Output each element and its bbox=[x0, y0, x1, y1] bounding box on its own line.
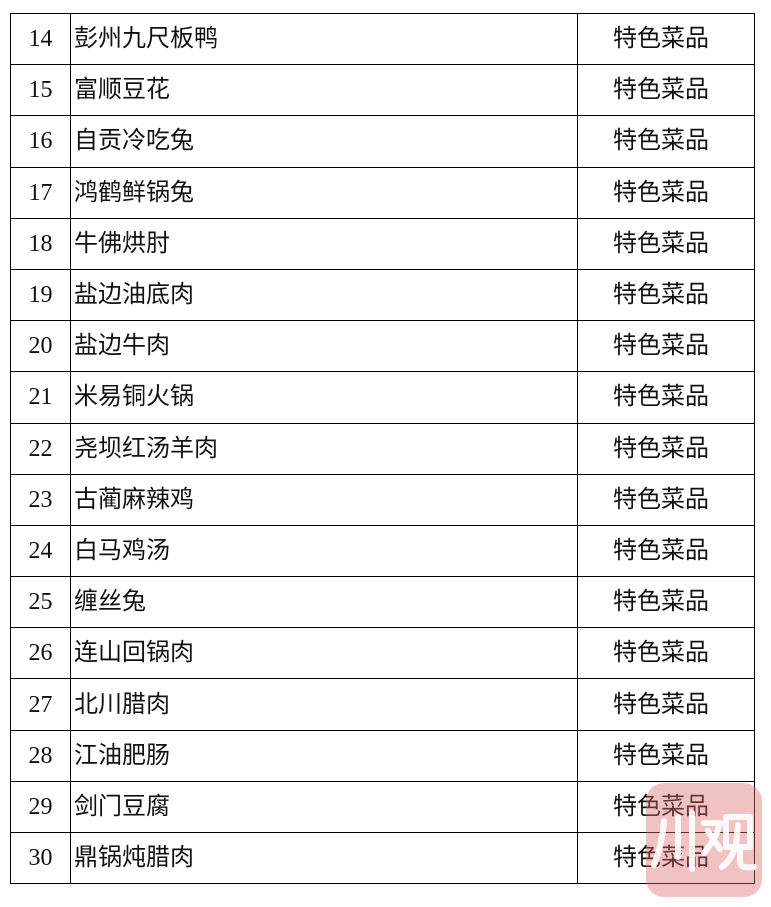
dish-name: 牛佛烘肘 bbox=[70, 217, 578, 270]
table-row: 30 鼎锅炖腊肉 特色菜品 bbox=[10, 831, 755, 885]
row-number: 28 bbox=[10, 729, 71, 782]
table-row: 25 缠丝兔 特色菜品 bbox=[10, 576, 755, 629]
dish-name: 盐边油底肉 bbox=[70, 268, 578, 322]
dish-name: 缠丝兔 bbox=[70, 576, 578, 629]
dish-category: 特色菜品 bbox=[577, 217, 755, 270]
dish-category: 特色菜品 bbox=[577, 12, 755, 66]
table-row: 28 江油肥肠 特色菜品 bbox=[10, 729, 755, 782]
dish-category: 特色菜品 bbox=[577, 166, 755, 219]
dish-table: 14 彭州九尺板鸭 特色菜品 15 富顺豆花 特色菜品 16 自贡冷吃兔 特色菜品 17 鸿鹤鲜锅兔… bbox=[10, 12, 755, 885]
dish-name: 鸿鹤鲜锅兔 bbox=[70, 166, 578, 219]
table-row: 26 连山回锅肉 特色菜品 bbox=[10, 627, 755, 680]
row-number: 21 bbox=[10, 371, 71, 424]
table-row: 21 米易铜火锅 特色菜品 bbox=[10, 371, 755, 424]
row-number: 23 bbox=[10, 473, 71, 526]
row-number: 16 bbox=[10, 115, 71, 168]
dish-category: 特色菜品 bbox=[577, 627, 755, 680]
dish-name: 鼎锅炖腊肉 bbox=[70, 831, 578, 885]
dish-name: 北川腊肉 bbox=[70, 678, 578, 731]
row-number: 17 bbox=[10, 166, 71, 219]
table-row: 14 彭州九尺板鸭 特色菜品 bbox=[10, 12, 755, 66]
dish-name: 盐边牛肉 bbox=[70, 320, 578, 373]
table-row: 24 白马鸡汤 特色菜品 bbox=[10, 524, 755, 578]
table-row: 16 自贡冷吃兔 特色菜品 bbox=[10, 115, 755, 168]
table-row: 19 盐边油底肉 特色菜品 bbox=[10, 268, 755, 322]
row-number: 19 bbox=[10, 268, 71, 322]
row-number: 24 bbox=[10, 524, 71, 578]
dish-name: 江油肥肠 bbox=[70, 729, 578, 782]
dish-name: 白马鸡汤 bbox=[70, 524, 578, 578]
dish-category: 特色菜品 bbox=[577, 320, 755, 373]
dish-category: 特色菜品 bbox=[577, 576, 755, 629]
dish-category: 特色菜品 bbox=[577, 780, 755, 834]
dish-category: 特色菜品 bbox=[577, 268, 755, 322]
row-number: 29 bbox=[10, 780, 71, 834]
table-row: 18 牛佛烘肘 特色菜品 bbox=[10, 217, 755, 270]
row-number: 27 bbox=[10, 678, 71, 731]
dish-name: 连山回锅肉 bbox=[70, 627, 578, 680]
row-number: 26 bbox=[10, 627, 71, 680]
row-number: 30 bbox=[10, 831, 71, 885]
dish-category: 特色菜品 bbox=[577, 729, 755, 782]
row-number: 15 bbox=[10, 64, 71, 117]
dish-name: 自贡冷吃兔 bbox=[70, 115, 578, 168]
dish-name: 尧坝红汤羊肉 bbox=[70, 422, 578, 475]
row-number: 14 bbox=[10, 12, 71, 66]
row-number: 18 bbox=[10, 217, 71, 270]
dish-category: 特色菜品 bbox=[577, 473, 755, 526]
dish-name: 剑门豆腐 bbox=[70, 780, 578, 834]
row-number: 25 bbox=[10, 576, 71, 629]
table-row: 23 古蔺麻辣鸡 特色菜品 bbox=[10, 473, 755, 526]
dish-name: 米易铜火锅 bbox=[70, 371, 578, 424]
dish-name: 富顺豆花 bbox=[70, 64, 578, 117]
dish-category: 特色菜品 bbox=[577, 831, 755, 885]
dish-name: 彭州九尺板鸭 bbox=[70, 12, 578, 66]
table-row: 22 尧坝红汤羊肉 特色菜品 bbox=[10, 422, 755, 475]
dish-category: 特色菜品 bbox=[577, 422, 755, 475]
dish-category: 特色菜品 bbox=[577, 524, 755, 578]
table-row: 27 北川腊肉 特色菜品 bbox=[10, 678, 755, 731]
dish-category: 特色菜品 bbox=[577, 115, 755, 168]
dish-category: 特色菜品 bbox=[577, 64, 755, 117]
table-row: 20 盐边牛肉 特色菜品 bbox=[10, 320, 755, 373]
row-number: 20 bbox=[10, 320, 71, 373]
dish-name: 古蔺麻辣鸡 bbox=[70, 473, 578, 526]
dish-category: 特色菜品 bbox=[577, 371, 755, 424]
table-row: 15 富顺豆花 特色菜品 bbox=[10, 64, 755, 117]
dish-category: 特色菜品 bbox=[577, 678, 755, 731]
table-row: 29 剑门豆腐 特色菜品 bbox=[10, 780, 755, 834]
table-row: 17 鸿鹤鲜锅兔 特色菜品 bbox=[10, 166, 755, 219]
row-number: 22 bbox=[10, 422, 71, 475]
